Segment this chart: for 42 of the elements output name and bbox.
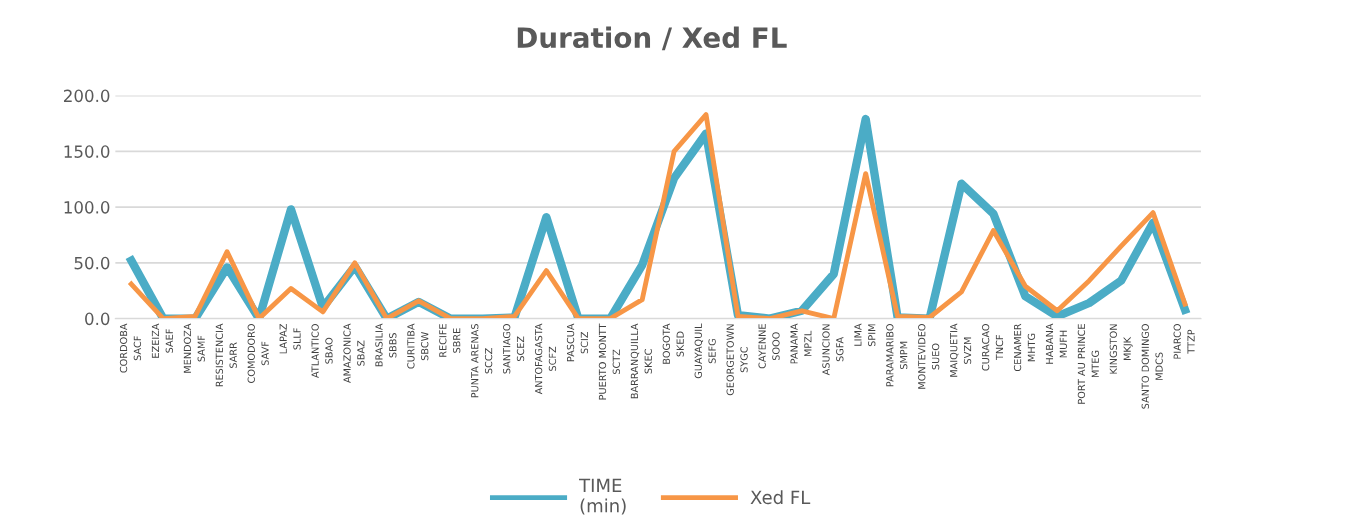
- x-tick-label: PANAMA MPZL: [790, 323, 812, 364]
- x-tick-label: ATLANTICO SBAO: [311, 324, 333, 379]
- x-tick-label: ASUNCION SGFA: [822, 324, 844, 376]
- legend-label: TIME (min): [579, 478, 626, 515]
- y-tick-label: 0.0: [85, 312, 110, 326]
- x-tick-label: KINGSTON MKJK: [1109, 324, 1133, 374]
- x-tick-label: MENDOZA SAMF: [183, 323, 205, 373]
- x-tick-label: CAYENNE SOOO: [758, 324, 780, 369]
- x-tick-label: BOGOTA SKED: [662, 323, 684, 364]
- y-tick-label: 200.0: [63, 89, 110, 103]
- x-tick-label: SANTO DOMINGO MDCS: [1141, 324, 1163, 409]
- x-tick-label: PARAMARIBO SMPM: [886, 324, 908, 387]
- x-tick-label: PIARCO TTZP: [1173, 324, 1195, 359]
- x-tick-label: BARRANQUILLA SKEC: [630, 323, 652, 399]
- x-tick-label: PASCUA SCIZ: [566, 323, 589, 362]
- x-tick-label: EZEIZA SAEF: [151, 323, 173, 358]
- x-tick-label: RECIFE SBRE: [439, 324, 461, 357]
- x-tick-label: HABANA MUFH: [1045, 323, 1067, 364]
- x-tick-label: LIMA SPIM: [854, 323, 876, 347]
- y-tick-label: 50.0: [74, 256, 110, 270]
- y-tick-label: 150.0: [64, 145, 110, 158]
- x-tick-label: AMAZONICA SBAZ: [343, 323, 365, 383]
- legend-label: Xed FL: [750, 490, 811, 505]
- x-tick-label: LAPAZ SLLF: [279, 323, 301, 354]
- x-tick-label: PUNTA ARENAS SCCZ: [471, 324, 493, 398]
- x-tick-label: MAIQUETIA SVZM: [950, 323, 972, 377]
- x-tick-label: CORDOBA SACF: [119, 323, 142, 373]
- x-tick-label: SANTIAGO SCEZ: [503, 324, 525, 374]
- x-tick-label: CURITIBA SBCW: [407, 323, 429, 369]
- x-tick-label: GUAYAQUIL SEFG: [694, 323, 716, 379]
- x-tick-label: RESISTENCIA SARR: [215, 323, 237, 387]
- x-tick-label: PUERTO MONTT SCTZ: [598, 323, 620, 400]
- x-tick-label: ANTOFAGASTA SCFZ: [534, 323, 557, 395]
- x-tick-label: BRASILIA SBBS: [375, 323, 397, 367]
- x-tick-label: GEORGETOWN SYGC: [726, 324, 748, 396]
- x-tick-label: COMODORO SAVF: [247, 324, 269, 383]
- x-tick-label: CENAMER MHTG: [1013, 323, 1036, 372]
- chart-title: Duration / Xed FL: [517, 26, 787, 51]
- y-tick-label: 100.0: [64, 201, 110, 214]
- x-tick-label: MONTEVIDEO SUEO: [918, 324, 940, 389]
- x-tick-label: PORT AU PRINCE MTEG: [1077, 324, 1099, 404]
- x-tick-label: CURACAO TNCF: [981, 324, 1004, 371]
